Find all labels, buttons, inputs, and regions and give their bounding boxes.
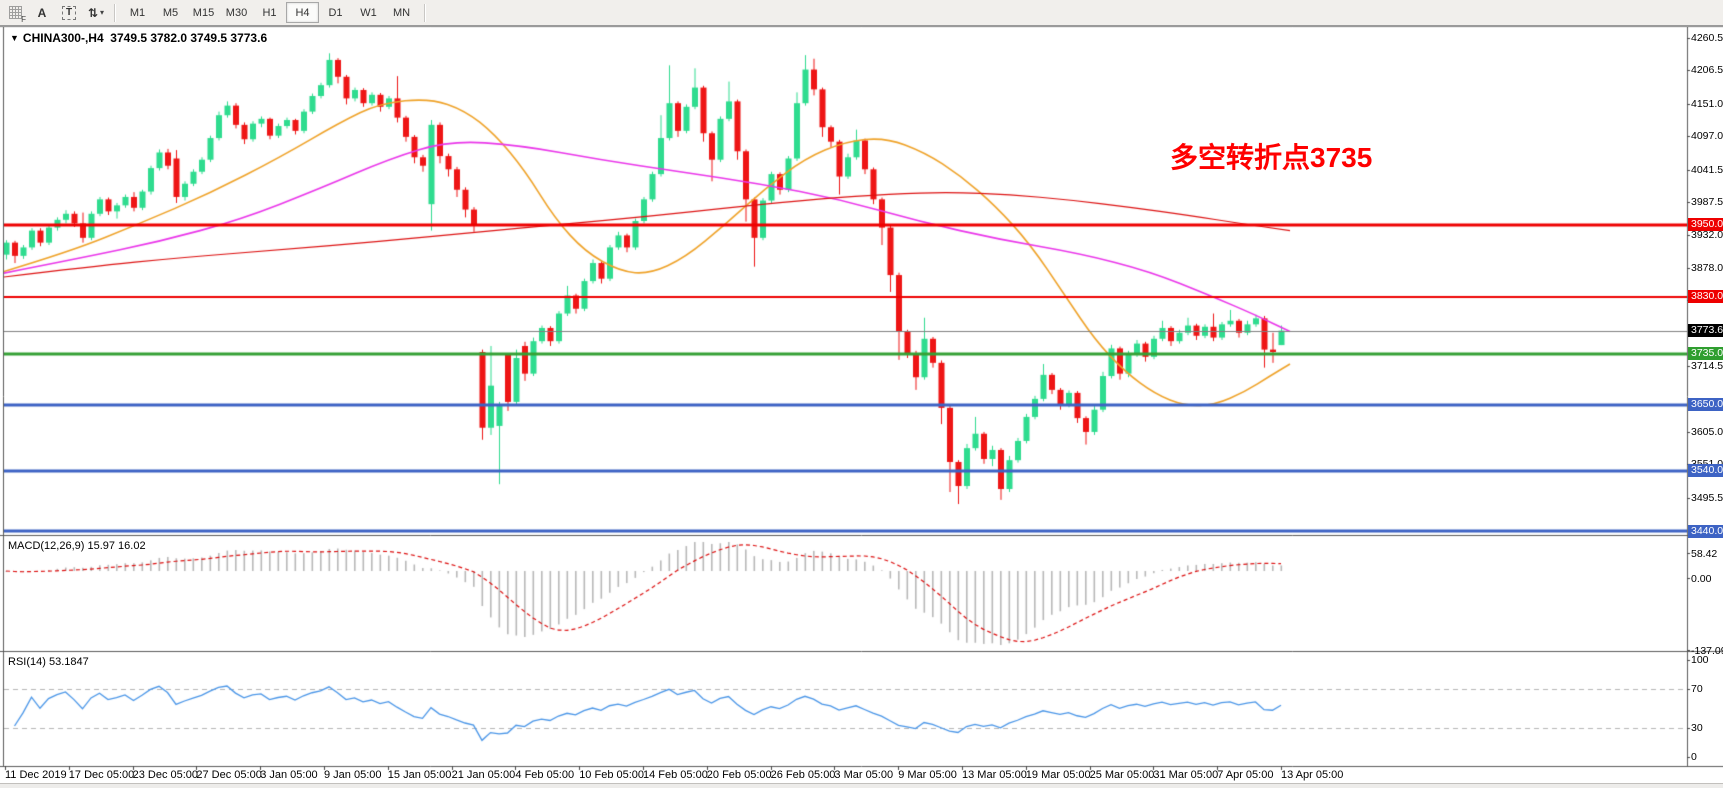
toolbar: F A T ⇅ ▾ M1 M5 M15 M30 H1 H4 D1 W1 MN [0,0,1723,27]
indicator-arrows-icon[interactable]: ⇅ ▾ [87,5,105,20]
chevron-down-icon: ▾ [100,8,105,17]
cursor-tool-icon[interactable]: A [37,5,47,20]
timeframe-button-M1[interactable]: M1 [129,6,146,19]
text-tool-icon[interactable]: T [57,3,81,23]
timeframe-button-W1[interactable]: W1 [360,6,377,19]
timeframe-button-M5[interactable]: M5 [162,6,179,19]
timeframe-button-MN[interactable]: MN [392,6,411,19]
timeframe-group: M1 M5 M15 M30 H1 H4 D1 W1 MN [121,2,418,23]
timeframe-button-M30[interactable]: M30 [225,6,248,19]
timeframe-button-H1[interactable]: H1 [262,6,277,19]
toolbar-separator [424,3,425,22]
chart-grid-icon-sub: F [21,14,26,24]
timeframe-button-M15[interactable]: M15 [192,6,215,19]
bottom-strip [0,783,1723,788]
toolbar-separator [114,3,115,22]
chart-grid-icon-glyph [8,6,22,19]
chart-grid-icon[interactable]: F [3,3,27,24]
timeframe-button-D1[interactable]: D1 [328,6,343,19]
timeframe-button-H4[interactable]: H4 [286,2,319,23]
